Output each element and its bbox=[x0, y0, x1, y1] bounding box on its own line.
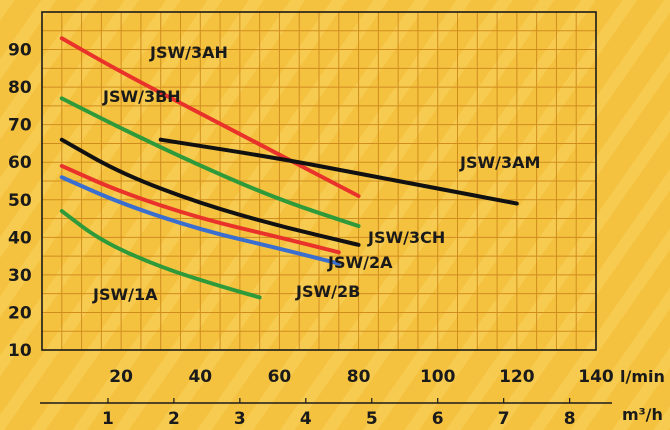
series-line-jsw-2b bbox=[59, 175, 341, 266]
x2-tick-label: 8 bbox=[564, 409, 576, 429]
series-label-jsw-3bh: JSW/3BH bbox=[102, 87, 181, 106]
axes bbox=[40, 11, 612, 404]
plot-frame bbox=[41, 11, 597, 351]
y-tick-label: 10 bbox=[8, 341, 32, 361]
series-line-jsw-3ah bbox=[59, 36, 361, 199]
x-axis-unit-m3h: m³/h bbox=[622, 405, 663, 424]
y-tick-label: 70 bbox=[8, 116, 32, 136]
series-label-jsw-1a: JSW/1A bbox=[92, 285, 158, 304]
x2-tick-label: 6 bbox=[432, 409, 444, 429]
x2-tick-label: 1 bbox=[102, 409, 114, 429]
y-tick-label: 30 bbox=[8, 266, 32, 286]
x-tick-label: 100 bbox=[420, 367, 456, 387]
y-tick-label: 60 bbox=[8, 153, 32, 173]
x2-tick-label: 5 bbox=[366, 409, 378, 429]
x-tick-label: 60 bbox=[268, 367, 292, 387]
y-tick-label: 20 bbox=[8, 303, 32, 323]
x-tick-label: 80 bbox=[347, 367, 371, 387]
x-tick-labels: 20 40 60 80 100 120 140 bbox=[109, 367, 614, 387]
series-labels: JSW/3AH JSW/3BH JSW/3AM JSW/3CH JSW/2A JSW/2B… bbox=[92, 43, 540, 304]
x-tick-label: 120 bbox=[499, 367, 535, 387]
series-line-jsw-1a bbox=[59, 209, 262, 300]
y-tick-label: 80 bbox=[8, 78, 32, 98]
x-tick-label: 40 bbox=[188, 367, 212, 387]
series-line-jsw-2a bbox=[59, 163, 341, 255]
series-label-jsw-3ah: JSW/3AH bbox=[149, 43, 228, 62]
series-line-jsw-3am bbox=[158, 137, 519, 206]
x2-tick-label: 3 bbox=[234, 409, 246, 429]
y-tick-label: 50 bbox=[8, 191, 32, 211]
y-tick-label: 90 bbox=[8, 41, 32, 61]
x2-tick-label: 2 bbox=[168, 409, 180, 429]
series-line-jsw-3bh bbox=[59, 96, 361, 229]
series-label-jsw-3ch: JSW/3CH bbox=[367, 228, 445, 247]
series-line-jsw-3ch bbox=[59, 137, 361, 247]
x2-tick-label: 4 bbox=[300, 409, 312, 429]
y-tick-labels: 10 20 30 40 50 60 70 80 90 bbox=[8, 41, 32, 361]
series-label-jsw-3am: JSW/3AM bbox=[459, 153, 540, 172]
x-tick-label: 140 bbox=[578, 367, 614, 387]
series-label-jsw-2b: JSW/2B bbox=[295, 282, 360, 301]
grid bbox=[41, 11, 597, 351]
x2-tick-label: 7 bbox=[498, 409, 510, 429]
x-tick-label: 20 bbox=[109, 367, 133, 387]
y-tick-label: 40 bbox=[8, 228, 32, 248]
series-label-jsw-2a: JSW/2A bbox=[327, 253, 393, 272]
series-lines bbox=[59, 36, 519, 300]
x-axis-unit-lmin: l/min bbox=[620, 367, 665, 386]
x2-tick-labels: 1 2 3 4 5 6 7 8 bbox=[102, 398, 576, 429]
